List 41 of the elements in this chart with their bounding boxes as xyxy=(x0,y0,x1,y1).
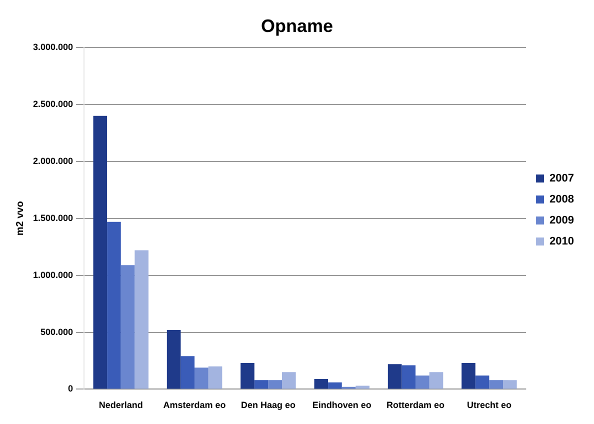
y-axis-title: m2 vvo xyxy=(14,201,26,236)
y-tick-label: 500.000 xyxy=(40,326,74,337)
y-tick-label: 1.000.000 xyxy=(32,270,74,280)
x-tick-label: Rotterdam eo xyxy=(386,400,446,410)
bar xyxy=(489,380,504,389)
bar xyxy=(268,380,282,389)
y-tick-label: 0 xyxy=(68,384,74,394)
bar xyxy=(194,368,208,389)
legend-label: 2010 xyxy=(550,236,574,248)
y-tick-label: 3.000.000 xyxy=(32,42,74,52)
y-tick-label: 2.500.000 xyxy=(32,99,74,110)
bar xyxy=(93,116,108,389)
bar xyxy=(282,372,296,389)
bar xyxy=(314,378,328,389)
bar xyxy=(134,250,148,389)
bar xyxy=(462,363,476,389)
bar xyxy=(388,364,402,389)
x-tick-label: Utrecht eo xyxy=(466,400,512,410)
chart-title: Opname xyxy=(260,16,334,36)
x-tick-label: Eindhoven eo xyxy=(312,400,372,410)
bar xyxy=(429,372,444,389)
bar xyxy=(240,363,254,389)
bar xyxy=(328,382,342,389)
bar xyxy=(475,376,490,389)
bar xyxy=(402,365,416,389)
bar xyxy=(120,265,135,389)
y-tick-label: 1.500.000 xyxy=(32,212,74,223)
bar xyxy=(166,330,181,389)
legend-label: 2008 xyxy=(550,194,574,206)
x-tick-label: Amsterdam eo xyxy=(163,400,226,410)
bar xyxy=(503,380,517,389)
bar xyxy=(416,376,430,389)
y-tick-label: 2.000.000 xyxy=(32,156,74,166)
bar xyxy=(107,222,121,389)
bar xyxy=(180,356,195,389)
legend-label: 2007 xyxy=(550,172,574,185)
x-tick-label: Den Haag eo xyxy=(240,400,296,410)
x-tick-label: Nederland xyxy=(98,400,143,410)
bar xyxy=(254,380,268,389)
legend-label: 2009 xyxy=(550,214,574,227)
bar xyxy=(208,366,222,389)
